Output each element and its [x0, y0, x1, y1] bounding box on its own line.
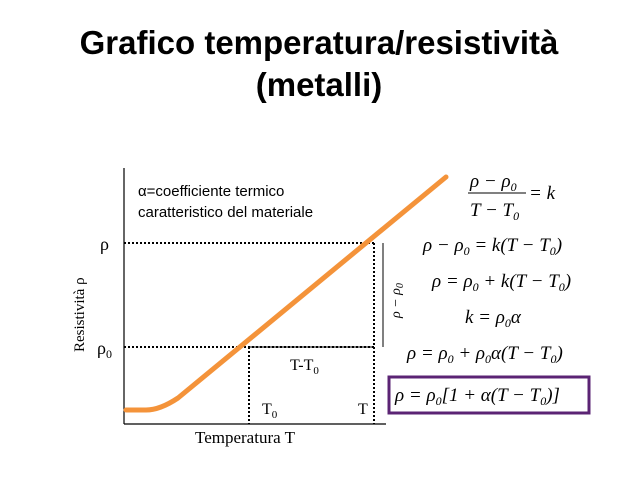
- title-line-2: (metalli): [255, 66, 383, 103]
- x-tick-T0: T0: [262, 401, 278, 421]
- final-formula-box: [387, 375, 591, 415]
- eq1-numerator: ρ − ρ0: [469, 171, 517, 194]
- eq4: k = ρ0α: [465, 307, 522, 330]
- y-axis-label: Resistività ρ: [72, 277, 88, 352]
- eq1-denominator: T − T0: [470, 200, 519, 223]
- eq3: ρ = ρ0 + k(T − T0): [431, 271, 571, 294]
- eq6: ρ = ρ0[1 + α(T − T0)]: [394, 385, 560, 408]
- x-axis-label: Temperatura T: [195, 428, 296, 447]
- eq1-rhs: = k: [529, 183, 556, 204]
- delta-T-label: T-T0: [290, 357, 319, 377]
- title-line-1: Grafico temperatura/resistività: [79, 24, 559, 61]
- y-tick-rho: ρ: [100, 234, 109, 254]
- delta-rho-label: ρ − ρ0: [389, 283, 406, 319]
- alpha-note-line-1: α=coefficiente termico: [138, 183, 284, 200]
- x-tick-T: T: [358, 401, 368, 418]
- eq5: ρ = ρ0 + ρ0α(T − T0): [406, 343, 563, 366]
- slide-title: Grafico temperatura/resistività (metalli…: [0, 22, 638, 106]
- alpha-note-line-2: caratteristico del materiale: [138, 204, 313, 221]
- y-tick-rho0: ρ0: [97, 338, 112, 361]
- resistivity-curve: [123, 174, 449, 413]
- eq2: ρ − ρ0 = k(T − T0): [422, 235, 562, 258]
